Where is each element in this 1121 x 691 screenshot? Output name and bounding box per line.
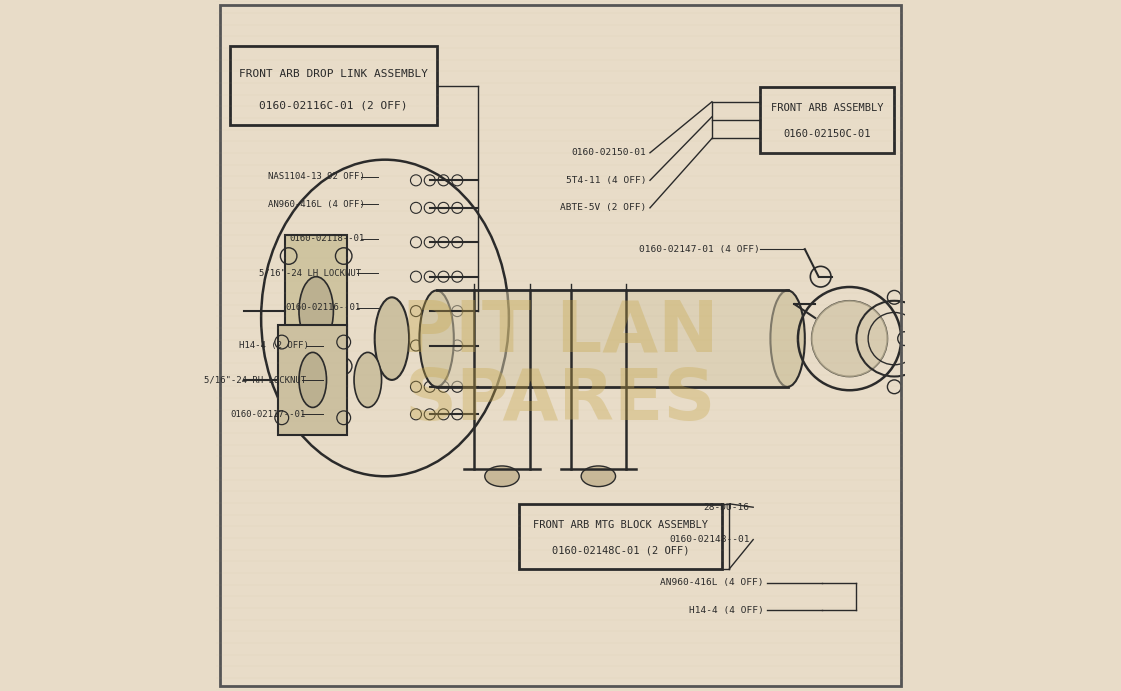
Text: 5T4-11 (4 OFF): 5T4-11 (4 OFF) [566,176,647,184]
Ellipse shape [770,290,805,387]
Text: 0160-02148--01: 0160-02148--01 [669,535,750,544]
Bar [285,236,348,387]
Text: 0160-02116C-01 (2 OFF): 0160-02116C-01 (2 OFF) [259,100,408,111]
Text: 0160-02118--01: 0160-02118--01 [289,234,364,243]
Ellipse shape [581,466,615,486]
Text: NAS1104-13 92 OFF): NAS1104-13 92 OFF) [268,172,364,181]
Ellipse shape [299,276,333,346]
Text: H14-4 (4 OFF): H14-4 (4 OFF) [688,606,763,615]
Text: PIT LAN: PIT LAN [402,297,719,366]
Text: 0160-02150-01: 0160-02150-01 [572,149,647,158]
Text: 28-DU-16: 28-DU-16 [704,503,750,512]
Text: AN960-416L (4 OFF): AN960-416L (4 OFF) [268,200,364,209]
Ellipse shape [484,466,519,486]
Ellipse shape [374,297,409,380]
Circle shape [812,301,888,377]
Text: 0160-02117--01: 0160-02117--01 [231,410,306,419]
Text: 5/16"-24 RH LOCKNUT: 5/16"-24 RH LOCKNUT [204,375,306,384]
Text: ABTE-5V (2 OFF): ABTE-5V (2 OFF) [560,203,647,212]
Ellipse shape [419,290,454,387]
Text: 0160-02150C-01: 0160-02150C-01 [784,129,871,140]
Text: 0160-02116--01: 0160-02116--01 [286,303,361,312]
Polygon shape [436,290,788,387]
Bar [278,325,348,435]
Ellipse shape [354,352,381,408]
Text: SPARES: SPARES [405,366,716,435]
Text: AN960-416L (4 OFF): AN960-416L (4 OFF) [660,578,763,587]
Ellipse shape [299,352,326,408]
Text: 0160-02147-01 (4 OFF): 0160-02147-01 (4 OFF) [639,245,760,254]
Text: H14-4 (2 OFF): H14-4 (2 OFF) [240,341,309,350]
Text: FRONT ARB MTG BLOCK ASSEMBLY: FRONT ARB MTG BLOCK ASSEMBLY [534,520,708,530]
Text: FRONT ARB DROP LINK ASSEMBLY: FRONT ARB DROP LINK ASSEMBLY [239,69,428,79]
Text: FRONT ARB ASSEMBLY: FRONT ARB ASSEMBLY [771,104,883,113]
Text: 0160-02148C-01 (2 OFF): 0160-02148C-01 (2 OFF) [552,546,689,556]
Text: 5/16"-24 LH LOCKNUT: 5/16"-24 LH LOCKNUT [259,269,361,278]
